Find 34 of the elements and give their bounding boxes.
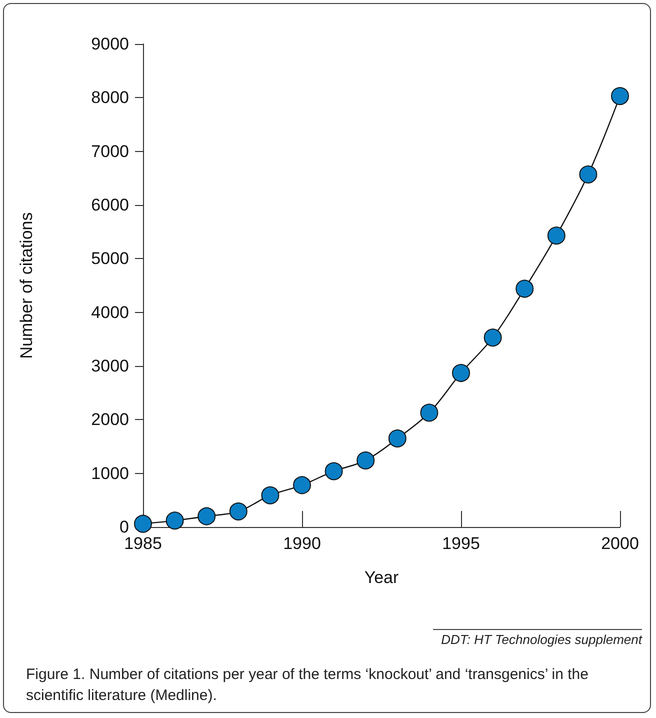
point <box>579 165 598 184</box>
y-axis-title: Number of citations <box>17 212 36 359</box>
point <box>293 476 311 494</box>
x-tick-label: 1995 <box>442 534 480 553</box>
text: DDT: HT Technologies supplement <box>433 629 642 647</box>
y-tick-label: 6000 <box>91 196 129 214</box>
point <box>611 87 629 106</box>
point <box>229 502 248 520</box>
point <box>261 486 280 504</box>
point <box>134 514 152 533</box>
y-tick-label: 2000 <box>91 410 129 430</box>
point <box>420 404 438 422</box>
y-tick-label: 1000 <box>91 464 129 483</box>
point <box>516 280 534 298</box>
y-tick-label: 4000 <box>91 302 129 322</box>
y-tick-label: 7000 <box>91 142 129 161</box>
y-tick-label: 5000 <box>91 249 129 268</box>
x-tick-label: 1990 <box>283 534 321 553</box>
caption: Figure 1. Number of citations per year of the terms ‘knockout’ and ‘transgenics’ in the scientific literature (Medline). <box>26 665 590 706</box>
y-tick-label: 9000 <box>91 34 129 54</box>
y-tick-label: 3000 <box>91 356 129 376</box>
point <box>547 226 566 245</box>
x-axis-title: Year <box>364 568 400 587</box>
y-tick-label: 0 <box>120 518 129 536</box>
point <box>198 507 216 526</box>
point <box>452 364 470 382</box>
point <box>324 462 343 480</box>
x-tick-label: 1985 <box>124 534 162 553</box>
point <box>484 328 502 347</box>
point <box>356 451 375 470</box>
point <box>166 512 184 530</box>
x-tick-label: 2000 <box>601 534 639 553</box>
point <box>388 429 406 448</box>
y-tick-label: 8000 <box>91 88 129 108</box>
